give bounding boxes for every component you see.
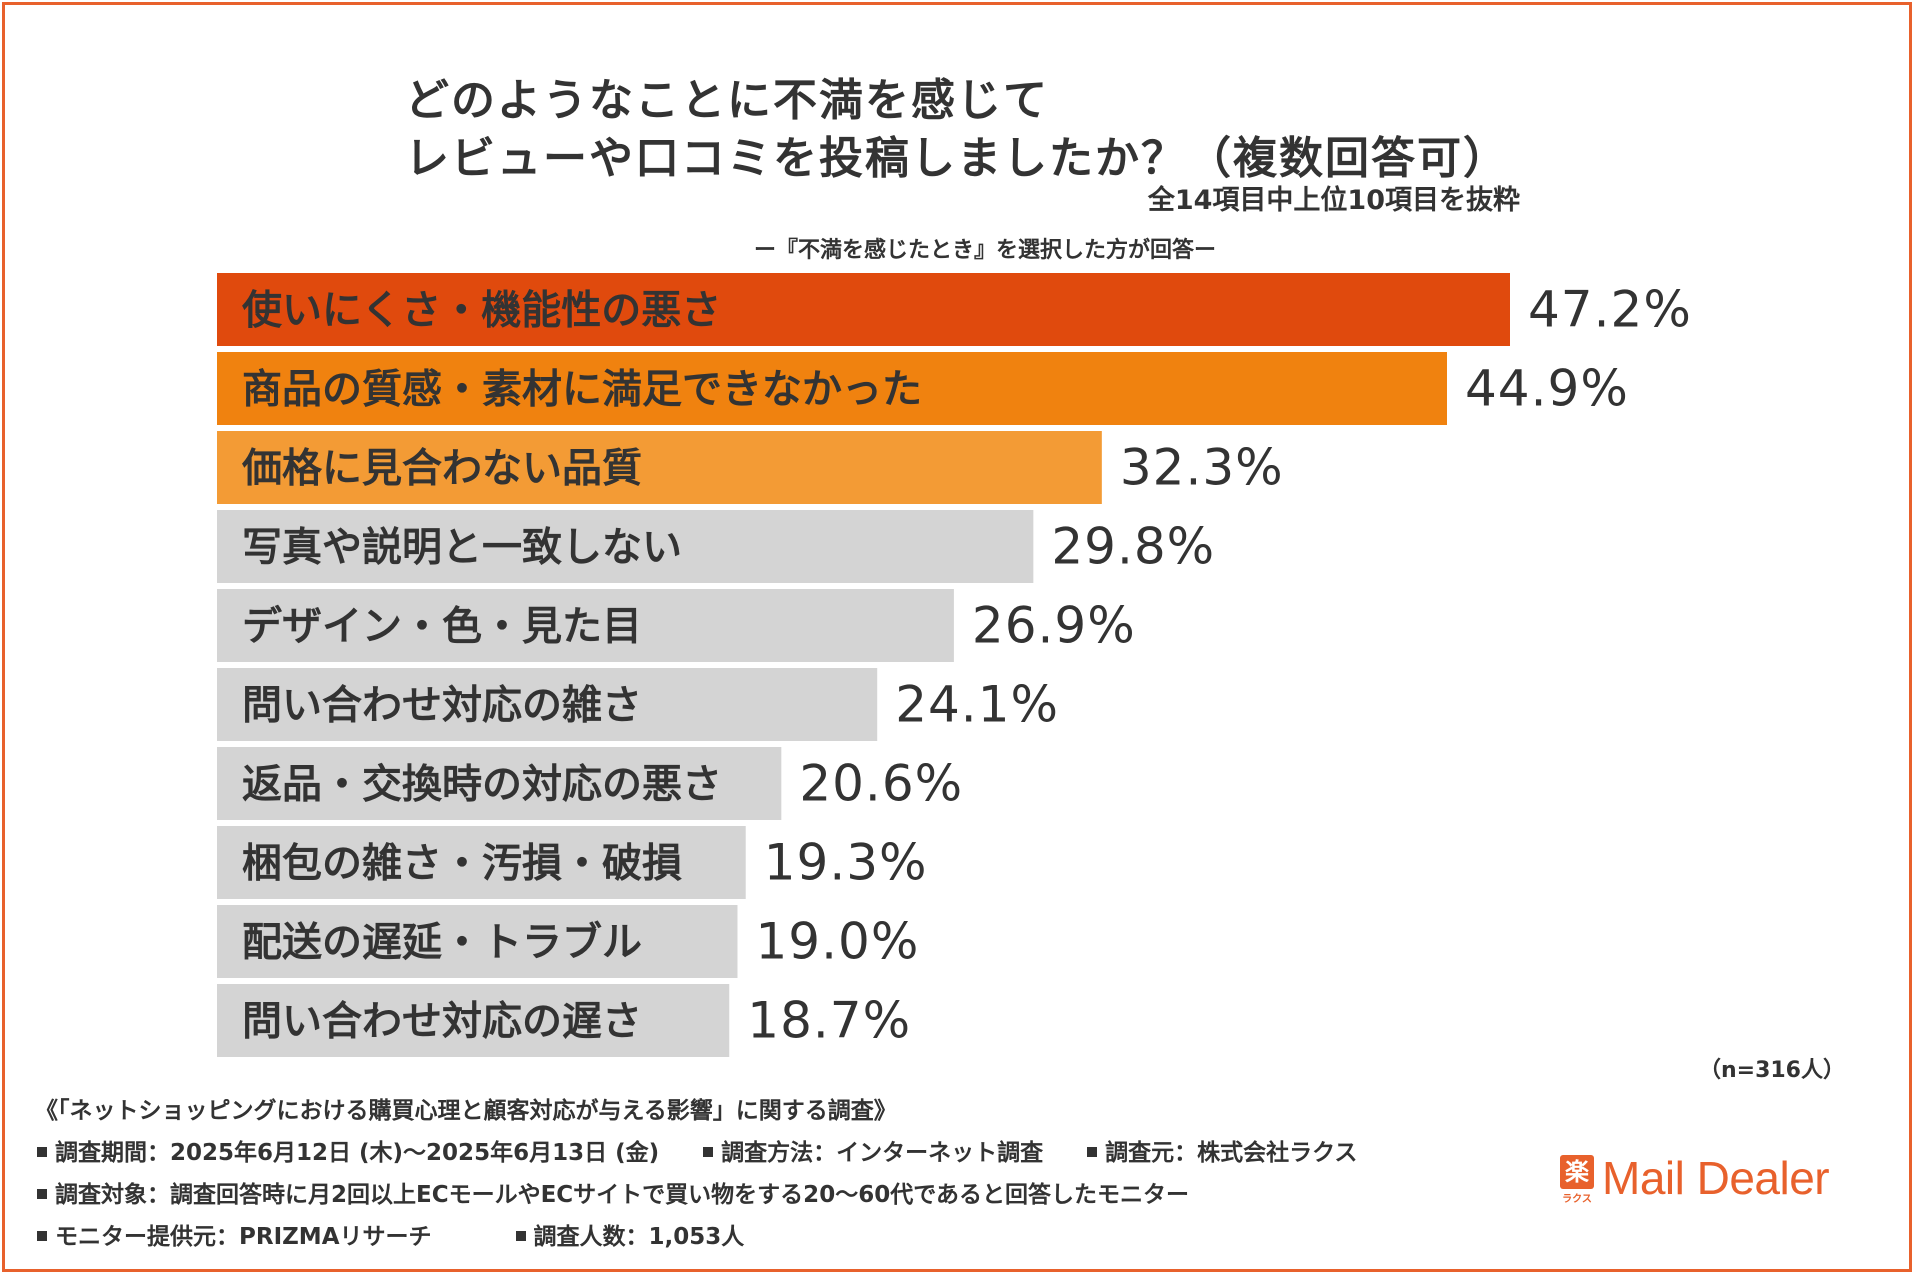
- bar-5: [217, 668, 878, 741]
- category-label-1: 商品の質感・素材に満足できなかった: [242, 367, 922, 413]
- title-line-1: どのようなことに不満を感じて: [405, 75, 1049, 126]
- bar-1: [217, 352, 1447, 425]
- value-label-1: 44.9%: [1465, 360, 1629, 418]
- category-label-2: 価格に見合わない品質: [241, 446, 642, 492]
- survey-info-row-2: 調査対象：調査回答時に月2回以上ECモールやECサイトで買い物をする20～60代…: [35, 1174, 1357, 1216]
- chart-subtitle: 全14項目中上位10項目を抜粋: [1147, 185, 1520, 216]
- bullet-square-icon: [37, 1231, 47, 1241]
- category-label-0: 使いにくさ・機能性の悪さ: [242, 288, 721, 334]
- rakus-logo-icon: 楽 ラクス: [1560, 1155, 1594, 1205]
- bar-7: [217, 826, 746, 899]
- survey-info-row-3: モニター提供元：PRIZMAリサーチ 調査人数：1,053人: [35, 1216, 1357, 1258]
- value-label-9: 18.7%: [747, 992, 911, 1050]
- category-label-9: 問い合わせ対応の遅さ: [242, 999, 642, 1045]
- value-label-0: 47.2%: [1528, 281, 1692, 339]
- category-label-4: デザイン・色・見た目: [242, 604, 642, 650]
- bar-8: [217, 905, 738, 978]
- bar-chart: 使いにくさ・機能性の悪さ 47.2% 商品の質感・素材に満足できなかった 44.9% 価…: [217, 273, 1692, 1057]
- category-label-5: 問い合わせ対応の雑さ: [242, 683, 642, 729]
- survey-period: 調査期間：2025年6月12日 (木)～2025年6月13日 (金): [55, 1140, 660, 1166]
- bar-2: [217, 431, 1102, 504]
- survey-footer: 《「ネットショッピングにおける購買心理と顧客対応が与える影響」に関する調査》 調…: [35, 1090, 1357, 1258]
- value-label-3: 29.8%: [1051, 518, 1215, 576]
- value-label-4: 26.9%: [972, 597, 1136, 655]
- category-label-7: 梱包の雑さ・汚損・破損: [242, 841, 682, 887]
- bar-9: [217, 984, 730, 1057]
- bullet-square-icon: [37, 1189, 47, 1199]
- sample-size: （n=316人）: [1698, 1058, 1845, 1083]
- monitor-provider: モニター提供元：PRIZMAリサーチ: [55, 1224, 432, 1250]
- category-label-3: 写真や説明と一致しない: [242, 525, 682, 571]
- value-label-2: 32.3%: [1120, 439, 1284, 497]
- survey-method: 調査方法：インターネット調査: [721, 1140, 1044, 1166]
- bullet-square-icon: [1087, 1147, 1098, 1157]
- survey-source: 調査元：株式会社ラクス: [1105, 1140, 1358, 1166]
- logo-text: Mail Dealer: [1602, 1152, 1830, 1204]
- chart-title: どのようなことに不満を感じて レビューや口コミを投稿しましたか？（複数回答可）: [405, 72, 1509, 188]
- bar-6: [217, 747, 782, 820]
- bar-4: [217, 589, 954, 662]
- survey-title: 《「ネットショッピングにおける購買心理と顧客対応が与える影響」に関する調査》: [35, 1098, 897, 1124]
- category-label-6: 返品・交換時の対応の悪さ: [242, 762, 722, 808]
- bullet-square-icon: [37, 1147, 47, 1157]
- bullet-square-icon: [703, 1147, 714, 1157]
- value-label-6: 20.6%: [799, 755, 963, 813]
- mail-dealer-logo: 楽 ラクス Mail Dealer: [1560, 1152, 1830, 1205]
- survey-info-row-1: 調査期間：2025年6月12日 (木)～2025年6月13日 (金) 調査方法：イ…: [35, 1132, 1357, 1174]
- bullet-square-icon: [515, 1231, 526, 1241]
- category-label-8: 配送の遅延・トラブル: [242, 920, 642, 966]
- title-line-2: レビューや口コミを投稿しましたか？（複数回答可）: [405, 133, 1509, 184]
- bar-3: [217, 510, 1034, 583]
- value-label-7: 19.3%: [764, 834, 928, 892]
- value-label-8: 19.0%: [755, 913, 919, 971]
- bar-0: [217, 273, 1510, 346]
- survey-respondents: 調査人数：1,053人: [533, 1224, 745, 1250]
- respondent-note: ー『不満を感じたとき』を選択した方が回答ー: [753, 238, 1216, 263]
- survey-target: 調査対象：調査回答時に月2回以上ECモールやECサイトで買い物をする20～60代…: [55, 1182, 1189, 1208]
- value-label-5: 24.1%: [895, 676, 1059, 734]
